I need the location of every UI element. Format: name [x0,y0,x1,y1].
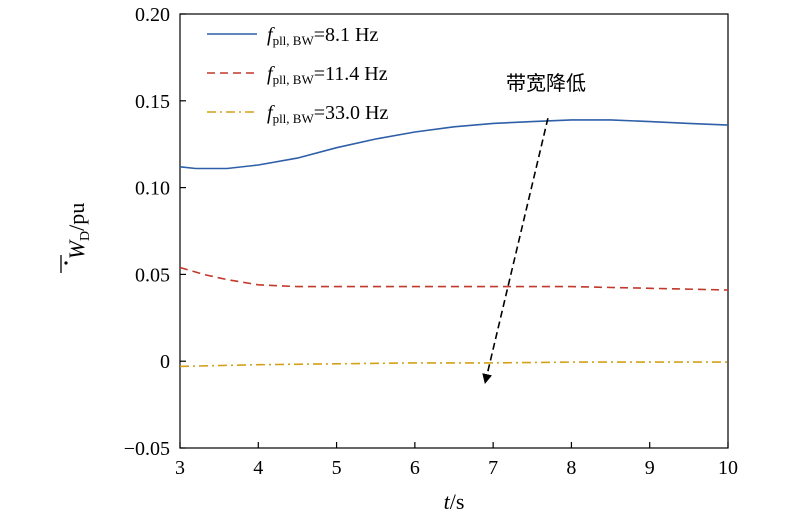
y-tick-label: 0 [160,351,170,373]
legend-label-value: =11.4 Hz [314,63,388,85]
legend-label-main: f [267,102,275,124]
legend-label-value: =33.0 Hz [314,102,389,124]
series-line-2 [179,266,729,291]
y-axis-label: WD/pu [60,203,93,273]
x-tick-label: 3 [175,457,185,479]
y-tick-label: 0.10 [135,178,170,200]
legend-label-value: =8.1 Hz [314,24,379,46]
x-axis-label: t/s [444,489,465,514]
y-tick-label: 0.20 [135,4,170,26]
y-tick-label: 0.05 [135,264,170,286]
series-lines [179,119,729,368]
legend-label-main: f [267,63,275,85]
legend-label-series-2: fpll, BW=11.4 Hz [267,63,388,87]
x-tick-label: 4 [253,457,263,479]
legend: fpll, BW=8.1 Hz fpll, BW=11.4 Hz fpll, B… [207,24,388,126]
legend-label-series-3: fpll, BW=33.0 Hz [267,102,388,126]
x-tick-label: 5 [332,457,342,479]
y-axis-label-dot [64,261,68,265]
y-axis-label-sub: D [78,231,93,241]
y-axis-label-var: W [64,239,89,259]
legend-label-main: f [267,24,275,46]
y-tick-label: 0.15 [135,91,170,113]
y-axis-label-unit: /pu [64,203,89,231]
x-axis-label-var: t [444,489,451,514]
y-axis-ticks: −0.05 0 0.05 0.10 0.15 0.20 [124,4,186,460]
y-tick-label: −0.05 [124,438,170,460]
legend-label-sub: pll, BW [273,72,315,87]
annotation-text: 带宽降低 [506,71,586,95]
annotation-arrow [482,117,549,384]
x-tick-label: 7 [488,457,498,479]
legend-label-series-1: fpll, BW=8.1 Hz [267,24,378,48]
legend-label-sub: pll, BW [273,33,315,48]
x-axis-label-unit: /s [450,489,465,514]
series-line-3 [179,361,728,368]
legend-label-sub: pll, BW [273,111,315,126]
x-tick-label: 6 [410,457,420,479]
x-axis-ticks: 3 4 5 6 7 8 9 10 [175,442,738,479]
plot-frame [179,13,729,449]
series-line-1 [179,119,729,170]
x-tick-label: 9 [645,457,655,479]
x-tick-label: 10 [718,457,738,479]
svg-text:WD/pu: WD/pu [64,203,93,260]
x-tick-label: 8 [566,457,576,479]
